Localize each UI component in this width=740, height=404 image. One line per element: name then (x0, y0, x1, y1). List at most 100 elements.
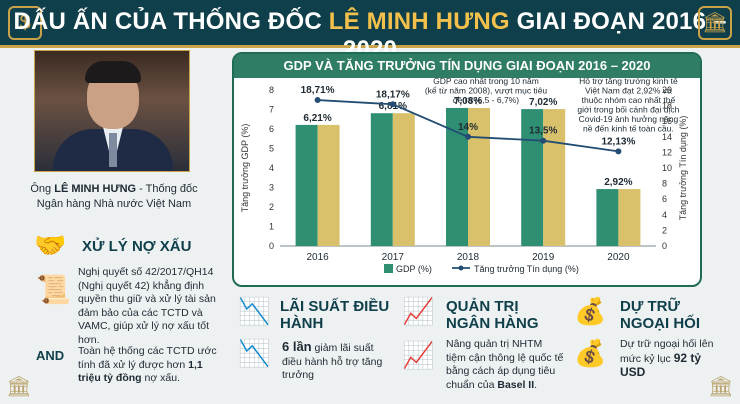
y-tick-label-7: 7 (269, 105, 274, 115)
y-tick-label-6: 6 (269, 124, 274, 134)
y2-tick-label-0: 0 (662, 241, 667, 251)
and-label: AND (36, 348, 65, 363)
credit-point-2017 (389, 101, 396, 108)
gdp-label-2018: 7,08% (454, 96, 482, 107)
portrait-tie (109, 133, 117, 167)
x-tick-label-2019: 2019 (532, 252, 555, 263)
caption-line2: Ngân hàng Nhà nước Việt Nam (36, 198, 192, 210)
gdp-label-2019: 7,02% (529, 97, 557, 108)
chart-up-icon: 📈 (402, 296, 435, 326)
gdp-bar-2017-right (392, 113, 415, 246)
y2-tick-label-6: 12 (662, 147, 672, 157)
credit-label-2019: 13,5% (529, 126, 557, 137)
y-tick-label-3: 3 (269, 183, 274, 193)
chart-down-icon: 📉 (238, 296, 271, 326)
interest-title: LÃI SUẤT ĐIỀU HÀNH (280, 298, 390, 332)
governance-text: Nâng quản trị NHTM tiệm cận thông lệ quố… (446, 338, 564, 392)
chart-down-icon-2: 📉 (238, 338, 271, 368)
governance-text-b: Basel II (497, 378, 535, 391)
x-tick-label-2017: 2017 (382, 252, 405, 263)
y2-tick-label-9: 18 (662, 101, 672, 111)
gdp-label-2016: 6,21% (303, 113, 331, 124)
reserve-text: Dự trữ ngoại hối lên mức kỷ lục 92 tỷ US… (620, 338, 724, 381)
y-tick-label-2: 2 (269, 202, 274, 212)
governance-text-c: . (534, 378, 538, 391)
annotation-2018-line-1: (kể từ năm 2008), vượt mục tiêu (425, 86, 548, 96)
legend-gdp-swatch (384, 264, 393, 273)
gdp-bar-2020-left (596, 189, 619, 246)
title-name: LÊ MINH HƯNG (328, 8, 510, 35)
bad-debt-para2-c: nợ xấu. (141, 372, 181, 384)
gdp-bar-2018-right (468, 107, 490, 246)
bad-debt-para2-b: 1,1 triệu tỷ đồng (78, 358, 203, 385)
annotation-2020-line-5: nề đến kinh tế toàn cầu. (583, 124, 674, 134)
bad-debt-para2: Toàn hệ thống các TCTD ước tính đã xử lý… (78, 345, 228, 386)
legend-gdp-label: GDP (%) (396, 264, 432, 274)
handshake-icon: 🤝 (34, 230, 67, 260)
gdp-bar-2020-right (618, 189, 641, 246)
credit-label-2018: 14% (458, 122, 478, 133)
y2-axis-label: Tăng trưởng Tín dụng (%) (678, 116, 688, 221)
gdp-bar-2018-left (446, 107, 468, 246)
legend-credit-label: Tăng trưởng Tín dụng (%) (474, 264, 579, 274)
annotation-2018-line-0: GDP cao nhất trong 10 năm (433, 78, 539, 86)
y2-tick-label-3: 6 (662, 194, 667, 204)
chart-title: GDP VÀ TĂNG TRƯỞNG TÍN DỤNG GIAI ĐOẠN 20… (234, 54, 700, 78)
reserve-text-b: 92 tỷ USD (620, 350, 702, 379)
bad-debt-para1: Nghị quyết số 42/2017/QH14 (Nghị quyết 4… (78, 266, 216, 346)
y-tick-label-4: 4 (269, 163, 274, 173)
credit-point-2018 (465, 133, 471, 140)
credit-point-2020 (615, 148, 622, 155)
gdp-bar-2016-right (317, 124, 340, 246)
gdp-bar-2016-left (295, 124, 318, 246)
annotation-2018-line-2: đề ra (6,5 - 6,7%) (453, 95, 519, 105)
bank-icon-corner-left: 🏛 (6, 376, 32, 398)
interest-text: 6 lần giảm lãi suất điều hành hỗ trợ tăn… (282, 340, 392, 383)
portrait-photo (34, 50, 190, 172)
reserve-text-a: Dự trữ ngoại hối lên mức kỷ lục (620, 338, 714, 365)
x-tick-label-2016: 2016 (306, 252, 329, 263)
y-tick-label-5: 5 (269, 144, 274, 154)
y-axis-label: Tăng trưởng GDP (%) (240, 124, 250, 213)
annotation-2020-line-3: giới trong bối cảnh đại dịch (577, 105, 679, 115)
chart-up-icon-2: 📈 (402, 340, 435, 370)
caption-prefix: Ông (30, 183, 55, 195)
credit-label-2016: 18,71% (301, 85, 335, 96)
reserve-title: DỰ TRỮ NGOẠI HỐI (620, 298, 701, 332)
annotation-2020-line-1: Việt Nam đạt 2,92% và (585, 86, 672, 96)
y-tick-label-1: 1 (269, 222, 274, 232)
portrait-hair (85, 61, 141, 83)
credit-label-2017: 18,17% (376, 89, 410, 100)
governance-title: QUẢN TRỊ NGÂN HÀNG (446, 298, 539, 332)
y2-tick-label-4: 8 (662, 179, 667, 189)
document-stamp-icon: 📜 (36, 274, 71, 305)
portrait-caption: Ông LÊ MINH HƯNG - Thống đốc Ngân hàng N… (30, 182, 198, 212)
title-prefix: DẤU ẤN CỦA THỐNG ĐỐC (13, 8, 329, 35)
y2-tick-label-5: 10 (662, 163, 672, 173)
caption-line1-suffix: - Thống đốc (136, 183, 198, 195)
chart-panel: GDP VÀ TĂNG TRƯỞNG TÍN DỤNG GIAI ĐOẠN 20… (232, 52, 702, 287)
annotation-2020-line-4: Covid-19 ảnh hưởng nặng (579, 114, 679, 124)
y-tick-label-8: 8 (269, 85, 274, 95)
governance-text-a: Nâng quản trị NHTM tiệm cận thông lệ quố… (446, 338, 564, 391)
caption-name: LÊ MINH HƯNG (54, 183, 137, 195)
header-banner: $ DẤU ẤN CỦA THỐNG ĐỐC LÊ MINH HƯNG GIAI… (0, 0, 740, 63)
y2-tick-label-2: 4 (662, 210, 667, 220)
y2-tick-label-1: 2 (662, 225, 667, 235)
x-tick-label-2020: 2020 (607, 252, 630, 263)
coins-icon-2: 💰 (574, 338, 607, 368)
y2-tick-label-10: 20 (662, 85, 672, 95)
bad-debt-para2-a: Toàn hệ thống các TCTD ước tính đã xử lý… (78, 345, 217, 371)
credit-point-2016 (314, 97, 321, 104)
interest-text-b: giảm lãi suất điều hành hỗ trợ tăng trưở… (282, 342, 383, 381)
money-bag-icon: $ (8, 6, 42, 40)
credit-point-2019 (540, 137, 547, 144)
y2-tick-label-7: 14 (662, 132, 672, 142)
coins-icon: 💰 (574, 296, 607, 326)
interest-text-a: 6 lần (282, 339, 312, 354)
gdp-label-2020: 2,92% (604, 177, 632, 188)
annotation-2020-line-0: Hỗ trợ tăng trưởng kinh tế (579, 78, 678, 86)
y2-tick-label-8: 16 (662, 116, 672, 126)
bad-debt-title: XỬ LÝ NỢ XẤU (82, 238, 192, 255)
